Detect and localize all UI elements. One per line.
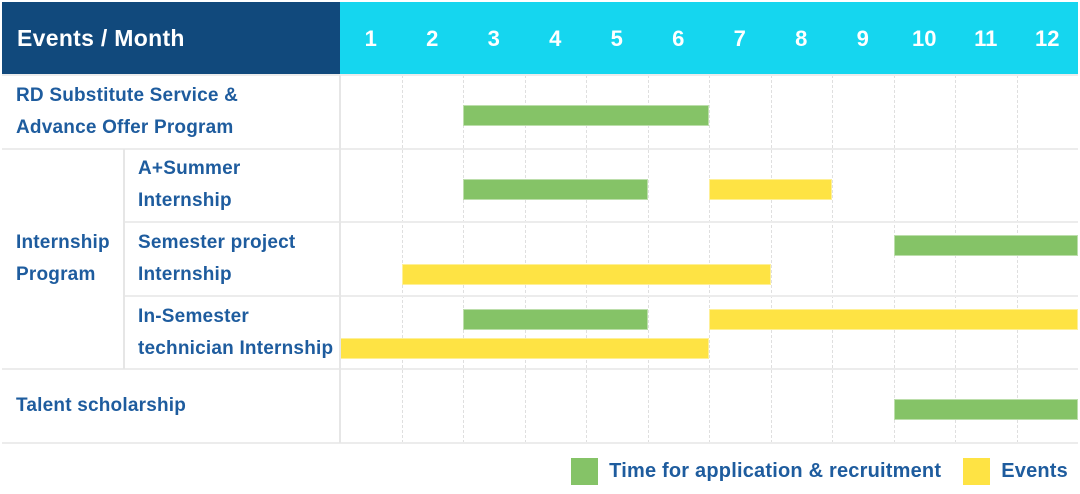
month-gridline [955,75,956,443]
full-label-cell: Talent scholarship [2,369,340,443]
timeline-grid [340,75,1078,443]
month-header-cell: 1 [364,25,377,51]
month-gridline [463,75,464,443]
month-gridline [647,75,649,443]
label-line: Talent scholarship [16,395,187,417]
legend-label: Time for application & recruitment [609,459,942,482]
column-divider-line [123,148,125,370]
month-header-cell: 2 [426,25,439,51]
label-line: Semester project [138,231,296,253]
label-line: Internship [138,190,232,212]
application-bar [463,308,648,330]
label-line: Advance Offer Program [16,116,234,138]
row-separator-line [124,294,1078,297]
application-bar [893,235,1078,257]
month-header-cell: 9 [856,25,869,51]
label-line: technician Internship [138,337,334,359]
month-gridline [893,75,895,443]
full-label-cell: RD Substitute Service & Advance Offer Pro… [2,75,340,149]
sub-label-cell: In-Semester technician Internship [124,296,340,370]
column-divider-line [339,75,341,443]
month-gridline [586,75,587,443]
label-line: Program [16,263,96,285]
event-legend-swatch [963,457,991,485]
legend-item: Events [963,457,1068,485]
label-line: Internship [16,231,110,253]
event-bar [340,337,709,359]
month-header-cell: 7 [733,25,746,51]
month-gridline [709,75,710,443]
row-separator-line [2,74,1078,76]
header-title-cell: Events / Month [2,2,340,75]
month-gridline [1016,75,1018,443]
legend-label: Events [1001,459,1068,482]
row-separator-line [124,221,1078,224]
legend-item: Time for application & recruitment [571,457,942,485]
month-gridline [524,75,526,443]
row-separator-line [2,442,1078,444]
month-gridline [401,75,403,443]
application-bar [893,399,1078,421]
month-header-cell: 12 [1035,25,1060,51]
page-title: Events / Month [17,25,185,51]
application-bar [463,105,709,126]
month-header-row: 1 2 3 4 5 6 7 8 9 10 11 12 [340,2,1078,75]
month-header-cell: 4 [549,25,562,51]
month-header-cell: 6 [672,25,685,51]
application-bar [463,178,648,200]
legend: Time for application & recruitment Events [571,457,1068,485]
sub-label-cell: A+Summer Internship [124,149,340,223]
month-header-cell: 11 [974,25,998,51]
month-header-cell: 5 [610,25,623,51]
group-label-cell: Internship Program [2,149,124,370]
sub-label-cell: Semester project Internship [124,222,340,296]
application-legend-swatch [571,457,599,485]
month-gridline [770,75,772,443]
label-line: RD Substitute Service & [16,84,239,106]
month-header-cell: 3 [487,25,500,51]
row-separator-line [2,368,1078,371]
month-header-cell: 10 [912,25,937,51]
event-bar [709,308,1078,330]
event-bar [401,264,771,286]
row-separator-line [2,147,1078,150]
row-label-column: RD Substitute Service & Advance Offer Pro… [2,75,340,443]
label-line: In-Semester [138,305,249,327]
month-gridline [832,75,833,443]
month-header-cell: 8 [795,25,808,51]
label-line: Internship [138,263,232,285]
event-bar [709,178,832,200]
label-line: A+Summer [138,158,241,180]
